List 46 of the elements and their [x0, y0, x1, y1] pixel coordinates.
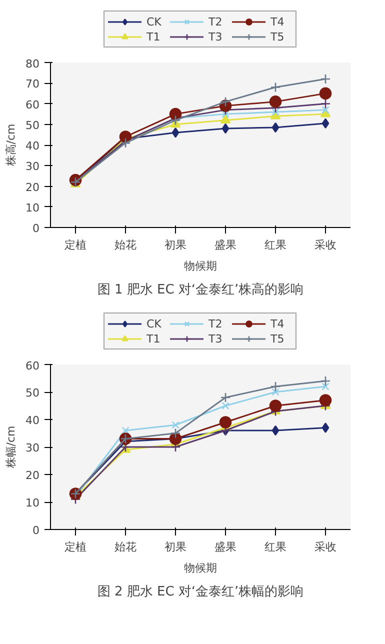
- x-tick-label: 红果: [264, 540, 286, 554]
- x-tick-label: 定植: [64, 238, 86, 252]
- y-tick-label: 80: [26, 58, 40, 70]
- x-tick-label: 始花: [114, 238, 136, 252]
- legend-label: T4: [270, 317, 286, 330]
- y-tick-label: 30: [26, 160, 40, 174]
- x-tick-label: 初果: [164, 238, 186, 252]
- y-tick-label: 20: [26, 469, 40, 482]
- legend-label: T5: [270, 332, 286, 345]
- y-tick-label: 50: [26, 386, 40, 400]
- y-axis-title: 株高/cm: [4, 124, 18, 168]
- x-axis-title: 物候期: [184, 562, 217, 574]
- legend-label: CK: [146, 15, 162, 28]
- y-tick-label: 20: [26, 180, 40, 194]
- y-tick-label: 60: [26, 360, 40, 372]
- y-tick-label: 30: [26, 442, 40, 454]
- y-tick-label: 50: [26, 118, 40, 132]
- y-tick-label: 0: [32, 222, 40, 235]
- y-tick-label: 40: [26, 414, 40, 427]
- text: 图 1 肥水 EC 对‘金泰红’株高的影响: [97, 282, 304, 298]
- legend-label: T1: [146, 332, 162, 345]
- y-axis-title: 株幅/cm: [4, 426, 18, 470]
- x-tick-label: 始花: [114, 540, 136, 554]
- y-tick-label: 10: [26, 201, 40, 214]
- legend-label: T2: [208, 15, 224, 28]
- x-tick-label: 采收: [314, 540, 336, 554]
- legend-label: T5: [270, 30, 286, 43]
- y-tick-label: 60: [26, 98, 40, 112]
- y-tick-label: 40: [26, 140, 40, 152]
- legend-label: T2: [208, 317, 224, 330]
- x-axis-title: 物候期: [184, 260, 217, 272]
- legend-label: T3: [208, 332, 224, 345]
- x-tick-label: 定植: [64, 540, 86, 554]
- legend-label: CK: [146, 317, 162, 330]
- y-tick-label: 10: [26, 496, 40, 510]
- x-tick-label: 盛果: [214, 238, 236, 252]
- x-tick-label: 盛果: [214, 540, 236, 554]
- x-tick-label: 红果: [264, 238, 286, 252]
- x-tick-label: 采收: [314, 238, 336, 252]
- legend-label: T1: [146, 30, 162, 43]
- legend-label: T4: [270, 15, 286, 28]
- x-tick-label: 初果: [164, 540, 186, 554]
- y-tick-label: 0: [32, 524, 40, 537]
- y-tick-label: 70: [26, 78, 40, 91]
- legend-label: T3: [208, 30, 224, 43]
- text: 图 2 肥水 EC 对‘金泰红’株幅的影响: [97, 584, 304, 600]
